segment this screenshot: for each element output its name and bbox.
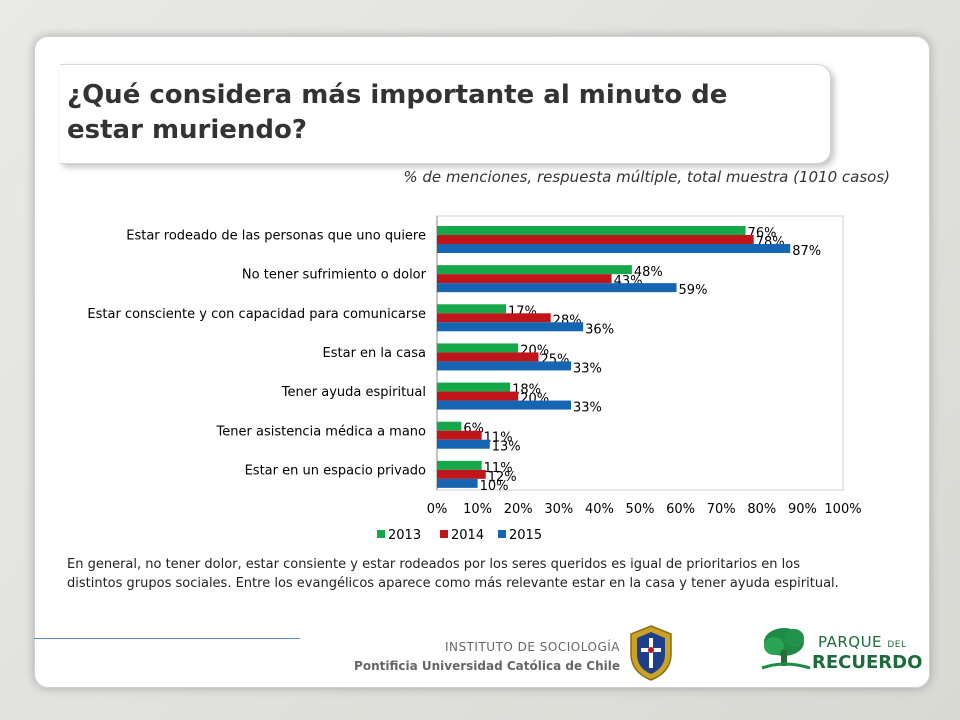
x-tick-label: 80% bbox=[747, 502, 776, 517]
bar-2014 bbox=[437, 469, 486, 479]
x-tick-label: 60% bbox=[666, 502, 695, 517]
category-label: Estar rodeado de las personas que uno qu… bbox=[126, 229, 426, 244]
category-label: No tener sufrimiento o dolor bbox=[242, 268, 427, 283]
data-label-2015: 33% bbox=[573, 361, 602, 376]
legend-label-2013: 2013 bbox=[388, 528, 421, 543]
category-label: Estar en la casa bbox=[323, 346, 426, 361]
data-label-2015: 13% bbox=[492, 440, 521, 455]
bar-2013 bbox=[437, 304, 507, 314]
bar-2014 bbox=[437, 313, 551, 323]
legend-label-2015: 2015 bbox=[509, 528, 542, 543]
bar-2015 bbox=[437, 400, 571, 410]
category-label: Estar consciente y con capacidad para co… bbox=[87, 307, 426, 322]
tree-logo-icon bbox=[761, 628, 811, 670]
park-word-2: DEL bbox=[887, 640, 907, 650]
institute-name: INSTITUTO DE SOCIOLOGÍA bbox=[444, 640, 620, 654]
x-tick-label: 0% bbox=[427, 502, 448, 517]
category-label: Tener ayuda espiritual bbox=[281, 385, 426, 400]
data-label-2013: 48% bbox=[634, 265, 663, 280]
legend-label-2014: 2014 bbox=[451, 528, 484, 543]
bar-2013 bbox=[437, 265, 632, 275]
bar-2014 bbox=[437, 430, 482, 440]
x-tick-label: 20% bbox=[504, 502, 533, 517]
slide-subtitle: % de menciones, respuesta múltiple, tota… bbox=[403, 168, 890, 186]
bar-2014 bbox=[437, 274, 612, 284]
data-label-2014: 11% bbox=[484, 431, 513, 446]
data-label-2015: 33% bbox=[573, 401, 602, 416]
bar-2014 bbox=[437, 235, 754, 244]
park-logo-text-top: PARQUE DEL bbox=[818, 633, 906, 651]
bar-2013 bbox=[437, 421, 462, 431]
bar-2015 bbox=[437, 322, 584, 332]
bar-2015 bbox=[437, 478, 478, 488]
commentary-text: En general, no tener dolor, estar consie… bbox=[67, 557, 839, 591]
x-tick-label: 90% bbox=[788, 502, 817, 517]
x-tick-label: 50% bbox=[626, 502, 655, 517]
uc-seal-icon bbox=[630, 625, 672, 681]
bar-2013 bbox=[437, 226, 746, 235]
data-label-2015: 59% bbox=[679, 283, 708, 298]
footer-divider bbox=[34, 638, 300, 639]
bar-2015 bbox=[437, 283, 677, 293]
park-word-1: PARQUE bbox=[818, 633, 883, 651]
data-label-2014: 12% bbox=[488, 470, 517, 485]
x-tick-label: 70% bbox=[707, 502, 736, 517]
bar-2015 bbox=[437, 361, 571, 371]
bar-2014 bbox=[437, 391, 519, 401]
x-tick-label: 40% bbox=[585, 502, 614, 517]
slide-title: ¿Qué considera más importante al minuto … bbox=[67, 80, 728, 145]
bar-2013 bbox=[437, 382, 511, 392]
university-name: Pontificia Universidad Católica de Chile bbox=[354, 659, 620, 673]
category-label: Tener asistencia médica a mano bbox=[216, 424, 427, 439]
bar-2013 bbox=[437, 343, 519, 353]
data-label-2013: 18% bbox=[512, 383, 541, 398]
category-label: Estar en un espacio privado bbox=[245, 463, 426, 478]
data-label-2015: 10% bbox=[480, 479, 509, 494]
data-label-2015: 87% bbox=[792, 244, 821, 259]
bar-2015 bbox=[437, 244, 791, 253]
x-tick-label: 10% bbox=[463, 502, 492, 517]
data-label-2013: 76% bbox=[748, 226, 777, 241]
bar-2013 bbox=[437, 460, 482, 470]
x-tick-label: 30% bbox=[544, 502, 573, 517]
legend-swatch-2014 bbox=[440, 530, 448, 538]
data-label-2013: 11% bbox=[484, 461, 513, 476]
bar-2014 bbox=[437, 352, 539, 362]
legend-swatch-2015 bbox=[498, 530, 506, 538]
bar-2015 bbox=[437, 439, 490, 449]
data-label-2015: 36% bbox=[585, 322, 614, 337]
legend-swatch-2013 bbox=[377, 530, 385, 538]
park-word-3: RECUERDO bbox=[812, 652, 923, 673]
x-tick-label: 100% bbox=[824, 502, 861, 517]
title-box bbox=[60, 64, 831, 164]
